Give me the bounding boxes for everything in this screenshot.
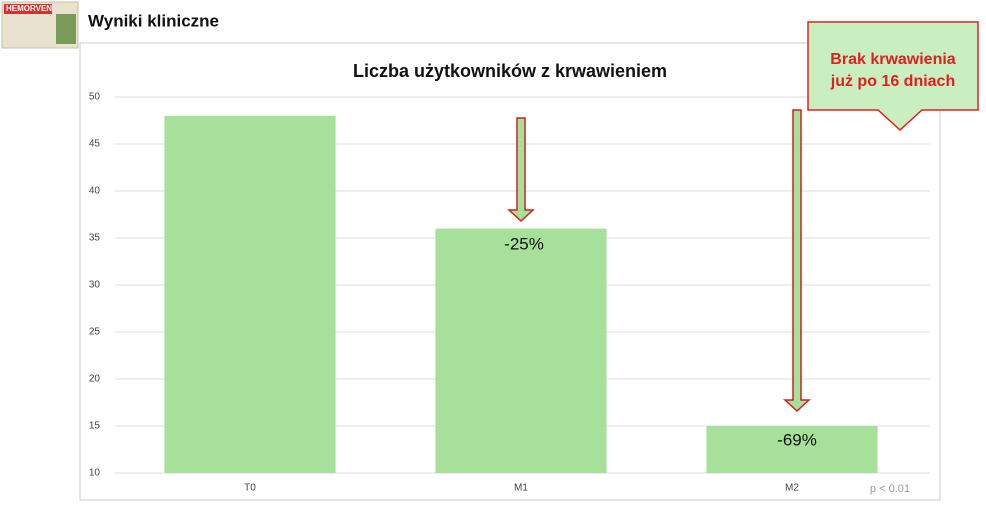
plot: 10 15 20 25 30 35 40 45 50 T0 M1 M2	[89, 92, 930, 494]
bar	[164, 115, 336, 474]
callout-text: już po 16 dniach	[830, 73, 955, 90]
y-tick-label: 35	[89, 233, 101, 244]
y-tick-label: 45	[89, 139, 101, 150]
y-tick-label: 15	[89, 421, 101, 432]
y-tick-label: 50	[89, 92, 101, 103]
y-tick-label: 10	[89, 468, 101, 479]
p-value: p < 0.01	[870, 483, 910, 495]
bar	[706, 426, 878, 473]
product-image: HEMORVEN	[1, 1, 79, 49]
product-pic	[56, 14, 76, 44]
annotation: -25%	[504, 234, 544, 253]
x-tick-label: T0	[244, 483, 256, 494]
arrow	[783, 109, 811, 413]
product-band	[4, 4, 52, 14]
y-tick-label: 30	[89, 280, 101, 291]
annotation: -69%	[777, 430, 817, 449]
callout	[807, 21, 979, 132]
y-tick-label: 20	[89, 374, 101, 385]
callout-text: Brak krwawienia	[830, 51, 956, 68]
x-tick-label: M1	[514, 483, 528, 494]
arrow	[507, 117, 535, 223]
bar	[435, 228, 607, 473]
page-title: Wyniki kliniczne	[88, 11, 219, 30]
product-name: HEMORVEN	[6, 4, 52, 13]
y-tick-label: 40	[89, 186, 101, 197]
y-tick-label: 25	[89, 327, 101, 338]
x-tick-label: M2	[785, 483, 799, 494]
chart-title: Liczba użytkowników z krwawieniem	[353, 61, 667, 81]
